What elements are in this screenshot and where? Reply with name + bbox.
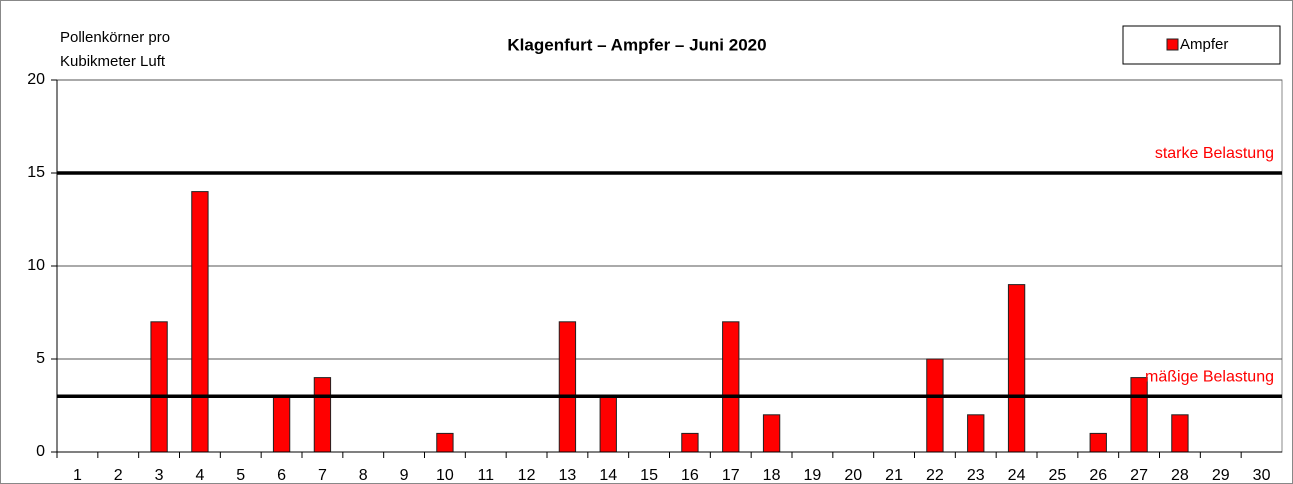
y-tick-label: 15 bbox=[27, 164, 45, 181]
y-tick-label: 5 bbox=[36, 350, 45, 367]
x-tick-label: 6 bbox=[277, 467, 286, 484]
x-tick-label: 22 bbox=[926, 467, 944, 484]
x-tick-label: 30 bbox=[1253, 467, 1271, 484]
y-tick-label: 0 bbox=[36, 443, 45, 460]
bar bbox=[313, 377, 332, 453]
bar bbox=[599, 395, 617, 453]
x-tick-label: 25 bbox=[1049, 467, 1067, 484]
x-tick-label: 7 bbox=[318, 467, 327, 484]
x-tick-label: 16 bbox=[681, 467, 699, 484]
y-axis-label: Kubikmeter Luft bbox=[60, 53, 166, 70]
x-tick-label: 9 bbox=[400, 467, 409, 484]
x-tick-label: 26 bbox=[1089, 467, 1107, 484]
x-tick-label: 13 bbox=[559, 467, 577, 484]
y-tick-label: 20 bbox=[27, 71, 45, 88]
legend bbox=[1122, 25, 1281, 65]
x-tick-label: 29 bbox=[1212, 467, 1230, 484]
bar bbox=[1089, 432, 1107, 453]
legend-swatch bbox=[1166, 38, 1179, 51]
bar bbox=[191, 191, 209, 453]
x-tick-label: 23 bbox=[967, 467, 985, 484]
bar bbox=[967, 414, 985, 453]
bar bbox=[558, 321, 577, 453]
bar bbox=[681, 432, 699, 453]
x-tick-label: 3 bbox=[155, 467, 164, 484]
bar bbox=[762, 414, 781, 453]
bar bbox=[722, 321, 740, 453]
x-tick-label: 17 bbox=[722, 467, 740, 484]
x-tick-label: 27 bbox=[1130, 467, 1148, 484]
x-tick-label: 11 bbox=[477, 467, 494, 484]
bar bbox=[150, 321, 168, 453]
x-tick-label: 4 bbox=[195, 467, 204, 484]
bar bbox=[436, 432, 454, 453]
threshold-label: mäßige Belastung bbox=[1145, 368, 1274, 385]
bar bbox=[272, 395, 291, 453]
x-tick-label: 15 bbox=[640, 467, 658, 484]
x-tick-label: 18 bbox=[763, 467, 781, 484]
x-tick-label: 12 bbox=[518, 467, 536, 484]
bar bbox=[1130, 377, 1148, 453]
x-tick-label: 19 bbox=[804, 467, 822, 484]
x-tick-label: 24 bbox=[1008, 467, 1026, 484]
x-tick-label: 20 bbox=[844, 467, 862, 484]
y-axis-label: Pollenkörner pro bbox=[60, 29, 170, 46]
x-tick-label: 14 bbox=[599, 467, 617, 484]
bar bbox=[926, 358, 944, 453]
x-tick-label: 8 bbox=[359, 467, 368, 484]
legend-label: Ampfer bbox=[1180, 36, 1228, 53]
chart-title: Klagenfurt – Ampfer – Juni 2020 bbox=[507, 35, 766, 54]
x-tick-label: 10 bbox=[436, 467, 454, 484]
x-tick-label: 2 bbox=[114, 467, 123, 484]
y-tick-label: 10 bbox=[27, 257, 45, 274]
x-tick-label: 1 bbox=[73, 467, 82, 484]
threshold-label: starke Belastung bbox=[1155, 145, 1274, 162]
x-tick-label: 5 bbox=[236, 467, 245, 484]
bar bbox=[1171, 414, 1189, 453]
x-tick-label: 21 bbox=[885, 467, 903, 484]
x-tick-label: 28 bbox=[1171, 467, 1189, 484]
bar bbox=[1007, 284, 1026, 453]
